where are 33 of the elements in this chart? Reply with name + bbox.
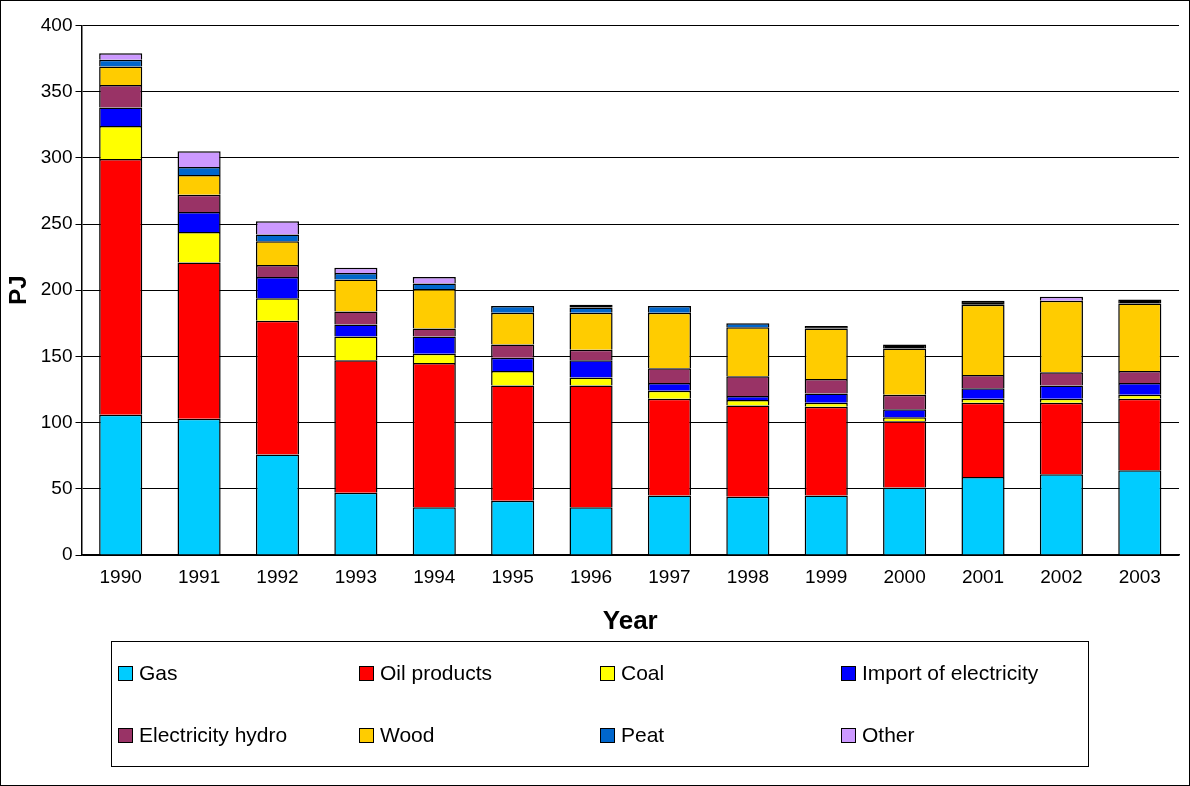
y-tick-label: 150 (40, 344, 73, 366)
x-tick-label: 2002 (1040, 565, 1083, 587)
x-tick-label: 1997 (648, 565, 691, 587)
legend-label: Import of electricity (862, 661, 1039, 685)
legend-label: Gas (139, 661, 178, 685)
legend-label: Coal (621, 661, 665, 685)
x-tick-label: 1993 (334, 565, 378, 587)
x-tick-label: 2001 (961, 565, 1005, 587)
x-tick-label: 1998 (726, 565, 769, 587)
legend-label: Other (862, 723, 915, 747)
y-tick-label: 350 (40, 79, 73, 101)
y-tick-label: 400 (40, 13, 73, 35)
x-tick-label: 1991 (177, 565, 221, 587)
x-tick-label: 1999 (805, 565, 848, 587)
legend-label: Wood (380, 723, 435, 747)
y-tick-label: 200 (40, 278, 73, 300)
y-tick-label: 300 (40, 146, 73, 168)
legend-label: Oil products (380, 661, 493, 685)
y-axis-title: PJ (4, 275, 32, 305)
x-tick-label: 2003 (1118, 565, 1161, 587)
legend-label: Electricity hydro (139, 723, 288, 747)
y-tick-label: 50 (51, 477, 73, 499)
x-tick-label: 1995 (491, 565, 534, 587)
x-tick-label: 1996 (569, 565, 613, 587)
y-tick-label: 0 (61, 543, 73, 565)
legend-label: Peat (621, 723, 665, 747)
x-tick-label: 1990 (99, 565, 142, 587)
x-tick-label: 1992 (256, 565, 299, 587)
x-axis-title: Year (602, 604, 658, 635)
y-tick-label: 100 (40, 410, 73, 432)
y-tick-label: 250 (40, 212, 73, 234)
x-tick-label: 2000 (883, 565, 926, 587)
x-tick-label: 1994 (413, 565, 456, 587)
